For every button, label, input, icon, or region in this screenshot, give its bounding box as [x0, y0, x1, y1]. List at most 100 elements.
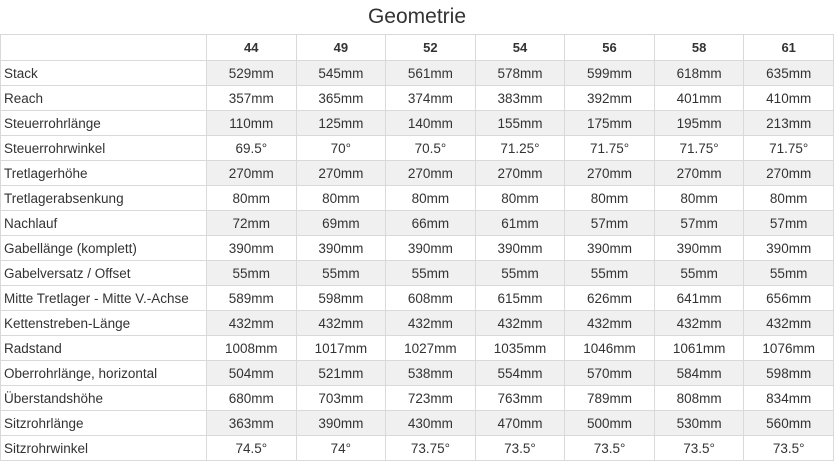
value-cell: 390mm	[564, 235, 655, 261]
value-cell: 57mm	[564, 210, 655, 236]
value-cell: 834mm	[743, 385, 834, 411]
table-row: Tretlagerhöhe 270mm 270mm 270mm 270mm 270mm 27…	[0, 160, 834, 186]
value-cell: 589mm	[206, 285, 297, 311]
row-label: Tretlagerhöhe	[0, 160, 207, 186]
value-cell: 55mm	[295, 260, 387, 286]
value-cell: 390mm	[295, 235, 387, 261]
geometry-table: 44 49 52 54 56 58 61 Stack 529mm 545mm 561mm 578mm…	[0, 34, 834, 461]
table-row: Tretlagerabsenkung 80mm 80mm 80mm 80mm 80mm 80…	[0, 185, 834, 211]
value-cell: 390mm	[743, 235, 834, 261]
row-label: Stack	[0, 60, 207, 86]
value-cell: 80mm	[653, 185, 745, 211]
value-cell: 80mm	[474, 185, 566, 211]
value-cell: 80mm	[295, 185, 387, 211]
size-header-54: 54	[474, 34, 566, 61]
value-cell: 390mm	[206, 235, 297, 261]
value-cell: 213mm	[743, 110, 834, 136]
value-cell: 538mm	[385, 360, 476, 386]
value-cell: 270mm	[206, 160, 297, 186]
value-cell: 74.5°	[206, 435, 297, 461]
size-header-49: 49	[295, 34, 387, 61]
value-cell: 529mm	[206, 60, 297, 86]
size-header-44: 44	[206, 34, 297, 61]
value-cell: 763mm	[474, 385, 566, 411]
row-label: Überstandshöhe	[0, 385, 207, 411]
row-label: Gabellänge (komplett)	[0, 235, 207, 261]
value-cell: 175mm	[564, 110, 655, 136]
value-cell: 432mm	[474, 310, 566, 336]
value-cell: 55mm	[743, 260, 834, 286]
value-cell: 608mm	[385, 285, 476, 311]
value-cell: 789mm	[564, 385, 655, 411]
row-label: Steuerrohrlänge	[0, 110, 207, 136]
value-cell: 66mm	[385, 210, 476, 236]
value-cell: 1017mm	[295, 335, 387, 361]
table-row: Steuerrohrwinkel 69.5° 70° 70.5° 71.25° 71.75…	[0, 135, 834, 161]
row-label: Sitzrohrlänge	[0, 410, 207, 436]
value-cell: 73.5°	[743, 435, 834, 461]
table-row: Radstand 1008mm 1017mm 1027mm 1035mm 1046mm 10…	[0, 335, 834, 361]
table-row: Sitzrohrlänge 363mm 390mm 430mm 470mm 500mm 53…	[0, 410, 834, 436]
value-cell: 73.75°	[385, 435, 476, 461]
value-cell: 270mm	[474, 160, 566, 186]
value-cell: 432mm	[295, 310, 387, 336]
value-cell: 270mm	[743, 160, 834, 186]
header-row: 44 49 52 54 56 58 61	[0, 34, 834, 61]
page-title: Geometrie	[367, 5, 467, 28]
table-row: Sitzrohrwinkel 74.5° 74° 73.75° 73.5° 73.5° 73…	[0, 435, 834, 461]
table-row: Stack 529mm 545mm 561mm 578mm 599mm 618mm 635mm	[0, 60, 834, 86]
row-label: Mitte Tretlager - Mitte V.-Achse	[0, 285, 207, 311]
value-cell: 80mm	[743, 185, 834, 211]
value-cell: 680mm	[206, 385, 297, 411]
value-cell: 470mm	[474, 410, 566, 436]
value-cell: 270mm	[564, 160, 655, 186]
row-label: Nachlauf	[0, 210, 207, 236]
value-cell: 1061mm	[653, 335, 745, 361]
value-cell: 504mm	[206, 360, 297, 386]
value-cell: 561mm	[385, 60, 476, 86]
value-cell: 530mm	[653, 410, 745, 436]
table-row: Steuerrohrlänge 110mm 125mm 140mm 155mm 175mm…	[0, 110, 834, 136]
value-cell: 401mm	[653, 85, 745, 111]
row-label: Sitzrohrwinkel	[0, 435, 207, 461]
value-cell: 69mm	[295, 210, 387, 236]
value-cell: 365mm	[295, 85, 387, 111]
value-cell: 808mm	[653, 385, 745, 411]
value-cell: 1008mm	[206, 335, 297, 361]
value-cell: 73.5°	[474, 435, 566, 461]
row-label: Steuerrohrwinkel	[0, 135, 207, 161]
value-cell: 615mm	[474, 285, 566, 311]
table-row: Überstandshöhe 680mm 703mm 723mm 763mm 789mm 8…	[0, 385, 834, 411]
value-cell: 626mm	[564, 285, 655, 311]
value-cell: 432mm	[653, 310, 745, 336]
size-header-58: 58	[653, 34, 745, 61]
value-cell: 374mm	[385, 85, 476, 111]
value-cell: 554mm	[474, 360, 566, 386]
value-cell: 74°	[295, 435, 387, 461]
value-cell: 80mm	[385, 185, 476, 211]
value-cell: 390mm	[653, 235, 745, 261]
value-cell: 270mm	[653, 160, 745, 186]
value-cell: 635mm	[743, 60, 834, 86]
value-cell: 641mm	[653, 285, 745, 311]
value-cell: 357mm	[206, 85, 297, 111]
value-cell: 55mm	[385, 260, 476, 286]
row-label: Kettenstreben-Länge	[0, 310, 207, 336]
value-cell: 432mm	[385, 310, 476, 336]
value-cell: 69.5°	[206, 135, 297, 161]
value-cell: 61mm	[474, 210, 566, 236]
value-cell: 140mm	[385, 110, 476, 136]
value-cell: 110mm	[206, 110, 297, 136]
value-cell: 560mm	[743, 410, 834, 436]
value-cell: 70°	[295, 135, 387, 161]
value-cell: 1046mm	[564, 335, 655, 361]
table-row: Oberrohrlänge, horizontal 504mm 521mm 538mm…	[0, 360, 834, 386]
value-cell: 390mm	[385, 235, 476, 261]
size-header-61: 61	[743, 34, 834, 61]
value-cell: 723mm	[385, 385, 476, 411]
value-cell: 410mm	[743, 85, 834, 111]
row-label: Oberrohrlänge, horizontal	[0, 360, 207, 386]
value-cell: 392mm	[564, 85, 655, 111]
value-cell: 618mm	[653, 60, 745, 86]
value-cell: 598mm	[295, 285, 387, 311]
